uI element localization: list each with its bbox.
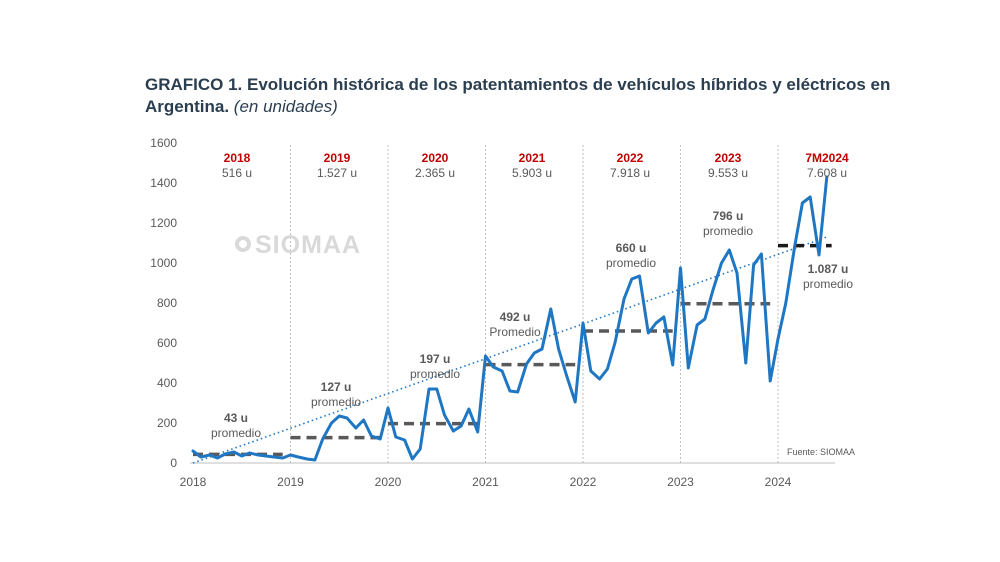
chart-subtitle: (en unidades) [233,97,338,116]
y-tick-label-600: 600 [157,336,177,350]
avg-annotation-value-4: 660 u [616,241,647,255]
year-header-total-2018: 516 u [222,166,252,180]
x-tick-label-2024: 2024 [765,475,792,489]
year-header-total-2023: 9.553 u [708,166,748,180]
year-header-label-2021: 2021 [519,151,546,165]
watermark-text: SIOMAA [255,231,361,259]
avg-annotation-label-3: Promedio [489,325,541,339]
trend-line [192,236,828,464]
y-tick-label-200: 200 [157,416,177,430]
year-header-total-7M2024: 7.608 u [807,166,847,180]
x-tick-label-2022: 2022 [570,475,597,489]
y-tick-label-1200: 1200 [150,216,177,230]
year-header-label-2023: 2023 [715,151,742,165]
year-header-label-2020: 2020 [422,151,449,165]
avg-annotation-value-1: 127 u [321,380,352,394]
year-header-total-2021: 5.903 u [512,166,552,180]
year-header-total-2020: 2.365 u [415,166,455,180]
x-tick-label-2021: 2021 [472,475,499,489]
x-tick-label-2019: 2019 [277,475,304,489]
avg-annotation-value-5: 796 u [713,209,744,223]
chart-title-main: GRAFICO 1. Evolución histórica de los pa… [145,75,891,116]
year-header-label-2018: 2018 [224,151,251,165]
x-tick-label-2020: 2020 [375,475,402,489]
chart-title: GRAFICO 1. Evolución histórica de los pa… [145,74,905,118]
avg-annotation-label-5: promedio [703,224,753,238]
avg-annotation-label-4: promedio [606,256,656,270]
trend-line-group [192,236,828,464]
avg-annotation-value-0: 43 u [224,411,248,425]
y-axis-ticks: 0 200 400 600 800 1000 1200 1400 1600 [150,136,177,470]
y-tick-label-400: 400 [157,376,177,390]
y-tick-label-800: 800 [157,296,177,310]
y-tick-label-1000: 1000 [150,256,177,270]
avg-annotation-label-1: promedio [311,395,361,409]
y-tick-label-1600: 1600 [150,136,177,150]
avg-annotation-label-0: promedio [211,426,261,440]
avg-annotation-value-2: 197 u [420,352,451,366]
series-group [191,175,829,462]
x-axis-ticks: 2018 2019 2020 2021 2022 2023 2024 [180,475,792,489]
year-header-total-2022: 7.918 u [610,166,650,180]
source-note: Fuente: SIOMAA [787,447,855,457]
average-lines [193,243,832,457]
avg-annotation-label-6: promedio [803,277,853,291]
y-tick-label-1400: 1400 [150,176,177,190]
watermark: SIOMAA [235,231,361,259]
avg-annotation-value-6: 1.087 u [808,262,849,276]
avg-annotation-label-2: promedio [410,367,460,381]
x-tick-label-2023: 2023 [667,475,694,489]
year-header-label-2022: 2022 [617,151,644,165]
watermark-logo-inner [239,240,247,248]
year-header-label-2019: 2019 [324,151,351,165]
x-tick-label-2018: 2018 [180,475,207,489]
y-tick-label-0: 0 [170,456,177,470]
avg-annotation-value-3: 492 u [500,310,531,324]
series-line [191,175,829,462]
year-header-total-2019: 1.527 u [317,166,357,180]
year-header-label-7M2024: 7M2024 [805,151,849,165]
